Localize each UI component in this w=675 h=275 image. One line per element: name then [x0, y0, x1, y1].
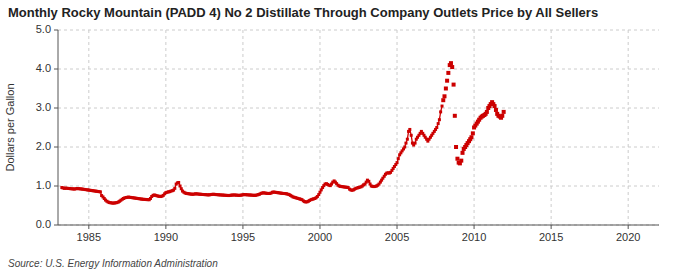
y-tick — [54, 69, 58, 70]
marker — [414, 142, 417, 145]
x-tick — [628, 225, 629, 229]
marker — [454, 145, 458, 149]
marker — [461, 151, 465, 155]
x-tick — [88, 225, 89, 229]
y-axis-line — [58, 30, 59, 225]
x-tick-label: 1985 — [77, 231, 101, 243]
x-tick — [551, 225, 552, 229]
x-tick-label: 2000 — [308, 231, 332, 243]
marker — [408, 128, 411, 131]
axes: 0.0 1.0 2.0 3.0 4.0 5.0 1985 1990 1995 2000 2005 20… — [36, 23, 659, 243]
grid-line-x — [397, 30, 398, 225]
marker — [493, 104, 497, 108]
y-tick — [54, 186, 58, 187]
marker — [404, 142, 407, 145]
y-tick — [54, 225, 58, 226]
chart: 0.0 1.0 2.0 3.0 4.0 5.0 1985 1990 1995 2000 2005 20… — [0, 0, 675, 275]
marker — [406, 138, 409, 141]
y-tick — [54, 30, 58, 31]
y-axis-label: Dollars per Gallon — [4, 83, 16, 171]
marker — [435, 126, 438, 129]
marker — [469, 135, 473, 139]
marker — [450, 65, 454, 69]
x-tick — [242, 225, 243, 229]
marker — [494, 108, 498, 112]
y-tick — [54, 147, 58, 148]
marker — [441, 105, 444, 108]
grid-line-x — [551, 30, 552, 225]
marker — [438, 118, 441, 121]
x-tick-label: 1990 — [154, 231, 178, 243]
marker — [449, 61, 453, 65]
marker — [445, 79, 449, 83]
grid-line-y — [58, 108, 659, 109]
y-tick-label: 2.0 — [36, 140, 51, 152]
marker — [367, 180, 370, 183]
grid-line-x — [165, 30, 166, 225]
marker — [437, 122, 440, 125]
x-tick-label: 2020 — [616, 231, 640, 243]
x-tick — [474, 225, 475, 229]
y-tick-label: 4.0 — [36, 62, 51, 74]
marker — [403, 146, 406, 149]
x-tick — [319, 225, 320, 229]
marker — [502, 110, 506, 114]
marker — [410, 134, 413, 137]
grid-line-x — [88, 30, 89, 225]
grid-line-y — [58, 147, 659, 148]
title: Monthly Rocky Mountain (PADD 4) No 2 Dis… — [8, 5, 598, 20]
marker — [442, 94, 446, 98]
marker — [173, 187, 176, 190]
grid-line-y — [58, 69, 659, 70]
marker — [441, 98, 445, 102]
marker — [179, 185, 182, 188]
x-tick-label: 2015 — [539, 231, 563, 243]
x-tick-label: 1995 — [231, 231, 255, 243]
marker — [459, 159, 463, 163]
marker — [452, 83, 456, 87]
y-tick-label: 3.0 — [36, 101, 51, 113]
marker — [177, 181, 180, 184]
marker — [471, 131, 475, 135]
y-tick-label: 1.0 — [36, 179, 51, 191]
x-tick-label: 2010 — [462, 231, 486, 243]
marker — [439, 110, 442, 113]
line — [62, 106, 442, 203]
x-tick — [165, 225, 166, 229]
x-tick-label: 2005 — [385, 231, 409, 243]
series-line — [60, 105, 443, 205]
series-scatter — [441, 61, 505, 165]
marker — [396, 161, 399, 164]
grid — [58, 30, 659, 225]
marker — [99, 190, 102, 193]
y-tick — [54, 108, 58, 109]
marker — [500, 114, 504, 118]
grid-line-x — [628, 30, 629, 225]
y-tick-label: 5.0 — [36, 23, 51, 35]
grid-line-y — [58, 225, 659, 226]
marker — [455, 157, 459, 161]
marker — [444, 87, 448, 91]
marker — [485, 110, 489, 114]
x-axis-line — [58, 225, 659, 226]
marker — [453, 114, 457, 118]
y-tick-label: 0.0 — [36, 218, 51, 230]
grid-line-y — [58, 30, 659, 31]
x-tick — [397, 225, 398, 229]
marker — [446, 71, 450, 75]
source-note: Source: U.S. Energy Information Administ… — [8, 258, 218, 269]
plot-area — [60, 61, 505, 205]
marker — [397, 157, 400, 160]
